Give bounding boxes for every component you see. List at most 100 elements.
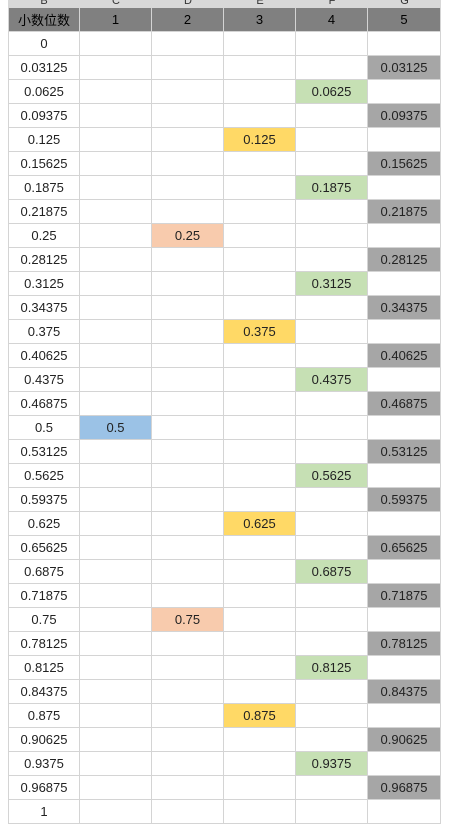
row-value-cell[interactable]: 0.84375 xyxy=(8,680,80,704)
table-cell[interactable] xyxy=(368,224,441,248)
row-value-cell[interactable]: 0.71875 xyxy=(8,584,80,608)
table-cell[interactable] xyxy=(296,536,368,560)
table-cell[interactable] xyxy=(80,800,152,824)
row-value-cell[interactable]: 0.75 xyxy=(8,608,80,632)
row-value-cell[interactable]: 0.46875 xyxy=(8,392,80,416)
table-cell[interactable]: 0.84375 xyxy=(368,680,441,704)
table-cell[interactable] xyxy=(152,536,224,560)
table-cell[interactable] xyxy=(80,368,152,392)
table-cell[interactable] xyxy=(80,248,152,272)
table-cell[interactable] xyxy=(152,464,224,488)
table-cell[interactable] xyxy=(152,56,224,80)
row-value-cell[interactable]: 0.5625 xyxy=(8,464,80,488)
table-cell[interactable] xyxy=(80,464,152,488)
row-value-cell[interactable]: 0.8125 xyxy=(8,656,80,680)
table-cell[interactable] xyxy=(80,584,152,608)
table-cell[interactable] xyxy=(152,752,224,776)
table-cell[interactable] xyxy=(296,800,368,824)
row-value-cell[interactable]: 0.15625 xyxy=(8,152,80,176)
table-cell[interactable]: 0.625 xyxy=(224,512,296,536)
header-cell-5[interactable]: 5 xyxy=(368,8,441,32)
table-cell[interactable] xyxy=(368,512,441,536)
table-cell[interactable] xyxy=(224,632,296,656)
table-cell[interactable]: 0.53125 xyxy=(368,440,441,464)
table-cell[interactable] xyxy=(80,104,152,128)
table-cell[interactable] xyxy=(368,656,441,680)
table-cell[interactable]: 0.21875 xyxy=(368,200,441,224)
table-cell[interactable] xyxy=(152,680,224,704)
table-cell[interactable]: 0.71875 xyxy=(368,584,441,608)
table-cell[interactable]: 0.4375 xyxy=(296,368,368,392)
table-cell[interactable] xyxy=(152,800,224,824)
row-value-cell[interactable]: 0.625 xyxy=(8,512,80,536)
table-cell[interactable] xyxy=(224,560,296,584)
table-cell[interactable] xyxy=(152,416,224,440)
table-cell[interactable]: 0.375 xyxy=(224,320,296,344)
table-cell[interactable] xyxy=(296,392,368,416)
table-cell[interactable] xyxy=(152,392,224,416)
table-cell[interactable] xyxy=(224,584,296,608)
table-cell[interactable] xyxy=(368,368,441,392)
table-cell[interactable]: 0.1875 xyxy=(296,176,368,200)
row-value-cell[interactable]: 1 xyxy=(8,800,80,824)
table-cell[interactable] xyxy=(152,656,224,680)
row-value-cell[interactable]: 0.03125 xyxy=(8,56,80,80)
table-cell[interactable] xyxy=(224,56,296,80)
table-cell[interactable] xyxy=(296,632,368,656)
table-cell[interactable] xyxy=(152,248,224,272)
row-value-cell[interactable]: 0.125 xyxy=(8,128,80,152)
table-cell[interactable]: 0.75 xyxy=(152,608,224,632)
table-cell[interactable] xyxy=(80,272,152,296)
table-cell[interactable] xyxy=(296,608,368,632)
table-cell[interactable] xyxy=(80,560,152,584)
table-cell[interactable] xyxy=(224,752,296,776)
table-cell[interactable] xyxy=(296,152,368,176)
table-cell[interactable] xyxy=(80,656,152,680)
table-cell[interactable] xyxy=(152,776,224,800)
header-cell-1[interactable]: 1 xyxy=(80,8,152,32)
table-cell[interactable] xyxy=(224,536,296,560)
table-cell[interactable] xyxy=(368,128,441,152)
table-cell[interactable] xyxy=(296,320,368,344)
table-cell[interactable] xyxy=(296,128,368,152)
table-cell[interactable] xyxy=(80,728,152,752)
table-cell[interactable] xyxy=(80,512,152,536)
row-value-cell[interactable]: 0.6875 xyxy=(8,560,80,584)
row-value-cell[interactable]: 0.59375 xyxy=(8,488,80,512)
row-value-cell[interactable]: 0.96875 xyxy=(8,776,80,800)
row-value-cell[interactable]: 0.09375 xyxy=(8,104,80,128)
table-cell[interactable] xyxy=(152,728,224,752)
row-value-cell[interactable]: 0.40625 xyxy=(8,344,80,368)
row-value-cell[interactable]: 0.78125 xyxy=(8,632,80,656)
row-value-cell[interactable]: 0.25 xyxy=(8,224,80,248)
table-cell[interactable]: 0.59375 xyxy=(368,488,441,512)
table-cell[interactable] xyxy=(296,584,368,608)
table-cell[interactable] xyxy=(80,344,152,368)
table-cell[interactable] xyxy=(368,752,441,776)
row-value-cell[interactable]: 0.3125 xyxy=(8,272,80,296)
table-cell[interactable] xyxy=(224,800,296,824)
table-cell[interactable]: 0.5 xyxy=(80,416,152,440)
row-value-cell[interactable]: 0.4375 xyxy=(8,368,80,392)
table-cell[interactable] xyxy=(80,488,152,512)
table-cell[interactable] xyxy=(296,704,368,728)
table-cell[interactable] xyxy=(80,704,152,728)
table-cell[interactable] xyxy=(152,176,224,200)
table-cell[interactable] xyxy=(80,440,152,464)
table-cell[interactable] xyxy=(80,200,152,224)
table-cell[interactable]: 0.8125 xyxy=(296,656,368,680)
table-cell[interactable] xyxy=(368,320,441,344)
table-cell[interactable] xyxy=(152,272,224,296)
table-cell[interactable] xyxy=(296,776,368,800)
table-cell[interactable] xyxy=(224,152,296,176)
table-cell[interactable] xyxy=(368,560,441,584)
table-cell[interactable] xyxy=(152,632,224,656)
table-cell[interactable] xyxy=(80,176,152,200)
table-cell[interactable] xyxy=(224,488,296,512)
table-cell[interactable] xyxy=(368,272,441,296)
header-cell-4[interactable]: 4 xyxy=(296,8,368,32)
table-cell[interactable]: 0.96875 xyxy=(368,776,441,800)
row-value-cell[interactable]: 0.21875 xyxy=(8,200,80,224)
row-value-cell[interactable]: 0.5 xyxy=(8,416,80,440)
row-value-cell[interactable]: 0.28125 xyxy=(8,248,80,272)
